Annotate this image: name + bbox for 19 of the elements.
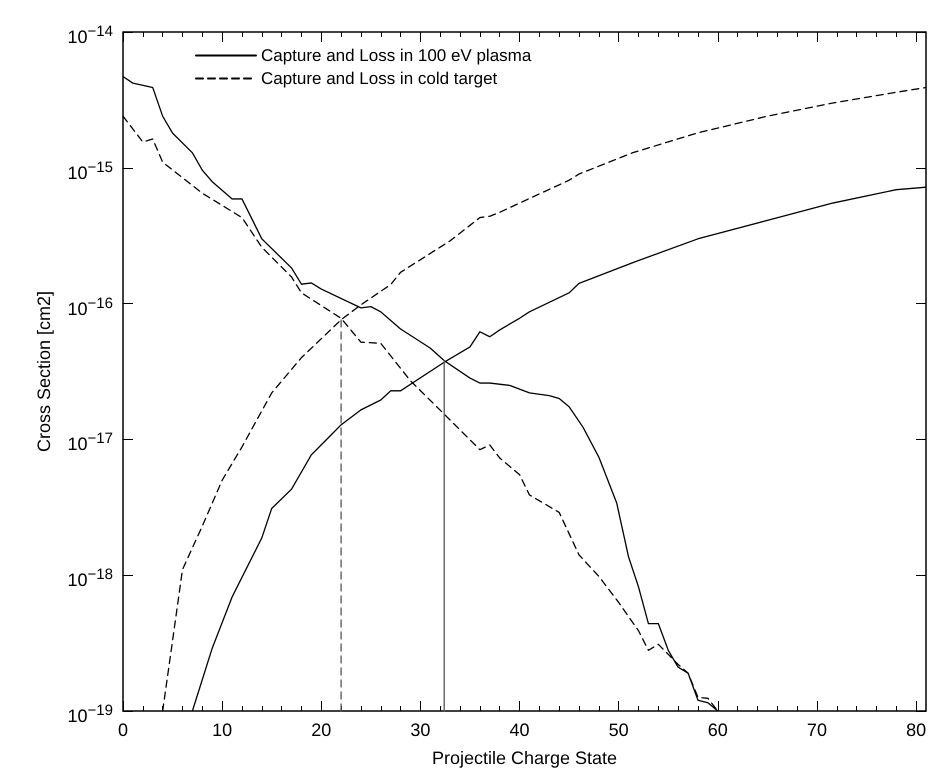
y-axis-title: Cross Section [cm2]: [34, 290, 54, 452]
x-tick-label: 50: [608, 720, 629, 740]
legend-label: Capture and Loss in 100 eV plasma: [261, 46, 532, 65]
x-tick-label: 0: [118, 720, 128, 740]
y-tick-label: 10$^{−14}$: [68, 22, 113, 48]
x-axis-title: Projectile Charge State: [432, 748, 618, 768]
x-tick-label: 20: [311, 720, 332, 740]
x-tick-label: 60: [708, 720, 728, 740]
x-tick-label: 30: [410, 720, 430, 740]
legend-label: Capture and Loss in cold target: [261, 69, 498, 88]
y-tick-label: 10$^{−17}$: [68, 429, 113, 456]
x-tick-label: 40: [510, 720, 530, 740]
x-tick-label: 80: [906, 720, 926, 740]
y-tick-label: 10$^{−15}$: [68, 158, 113, 184]
y-tick-label: 10$^{−16}$: [68, 294, 113, 320]
y-tick-label: 10$^{−19}$: [68, 701, 113, 727]
y-tick-label: 10$^{−18}$: [68, 565, 113, 592]
x-tick-label: 10: [212, 720, 232, 740]
x-tick-label: 70: [806, 720, 827, 740]
